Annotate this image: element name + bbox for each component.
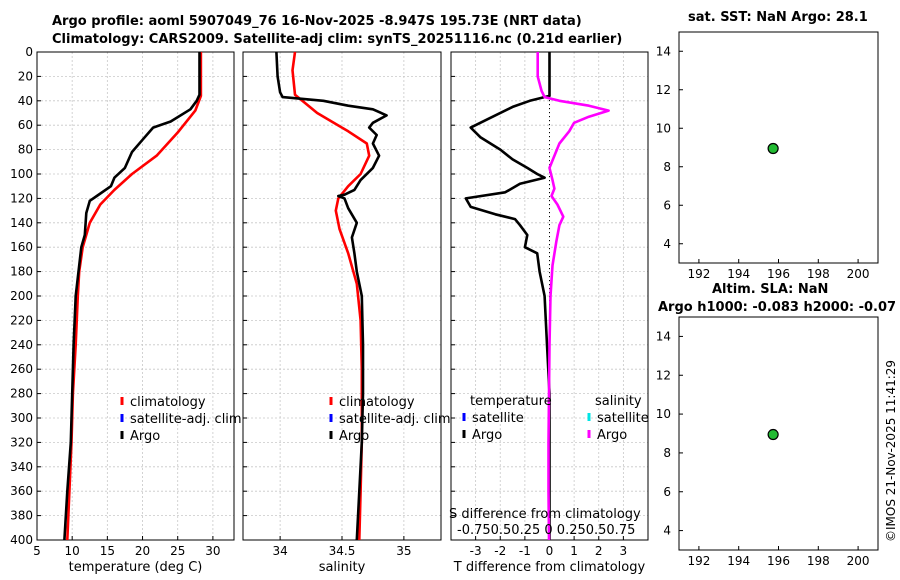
series-line-argo [275, 51, 388, 541]
diff-temperature-legend-label-0: satellite [472, 411, 524, 426]
x-tick-label-25: 25 [170, 544, 185, 558]
sla-panel-title-line2: Argo h1000: -0.083 h2000: -0.07 [658, 300, 897, 315]
y-tick-label-320: 320 [10, 435, 33, 449]
y-tick-label-260: 260 [10, 362, 33, 376]
x-tick-label-192: 192 [687, 554, 710, 568]
x-tick-label-15: 15 [100, 544, 115, 558]
legend-temperature-title: temperature [470, 394, 552, 409]
diff-temperature-legend-label-1: Argo [472, 428, 502, 443]
x-tick-label-198: 198 [807, 267, 830, 281]
x-tick-label--2: -2 [494, 544, 506, 558]
y-tick-label-4: 4 [663, 524, 671, 538]
x-axis-label-t-difference: T difference from climatology [453, 560, 646, 575]
x-tick-label-198: 198 [807, 554, 830, 568]
x-tick-label-10: 10 [65, 544, 80, 558]
y-tick-label-120: 120 [10, 191, 33, 205]
x-tick-label-20: 20 [135, 544, 150, 558]
y-tick-label-60: 60 [18, 118, 33, 132]
figure-title-line2: Climatology: CARS2009. Satellite-adj cli… [52, 32, 623, 47]
y-tick-label-4: 4 [663, 237, 671, 251]
temperature-legend-label-1: satellite-adj. clim [130, 412, 242, 427]
x-tick-label-2: 2 [595, 544, 603, 558]
y-tick-label-100: 100 [10, 167, 33, 181]
y-tick-label-10: 10 [656, 121, 671, 135]
profile-location-marker [767, 142, 779, 155]
y-tick-label-280: 280 [10, 387, 33, 401]
y-tick-label-14: 14 [656, 329, 671, 343]
legend-salinity-title: salinity [595, 394, 642, 409]
x-tick-label-200: 200 [847, 267, 870, 281]
y-tick-label-340: 340 [10, 460, 33, 474]
sst-panel-title: sat. SST: NaN Argo: 28.1 [688, 10, 868, 25]
salinity-legend-label-0: climatology [339, 395, 415, 410]
y-tick-label-180: 180 [10, 265, 33, 279]
salinity-legend-label-2: Argo [339, 429, 369, 444]
y-tick-label-40: 40 [18, 94, 33, 108]
y-tick-label-380: 380 [10, 509, 33, 523]
x-tick-label-0: 0 [546, 544, 554, 558]
y-tick-label-10: 10 [656, 407, 671, 421]
profile-location-marker [767, 428, 779, 441]
series-line-t-argo [464, 52, 551, 540]
x-tick-label-200: 200 [847, 554, 870, 568]
x-tick-label-3: 3 [620, 544, 628, 558]
x-tick-label-34: 34 [272, 544, 287, 558]
sla-panel-title-line1: Altim. SLA: NaN [712, 282, 829, 297]
x-axis-label-salinity: salinity [319, 560, 366, 575]
s-difference-tick-labels: -0.750.50.25 0 0.250.50.75 [457, 523, 635, 538]
diff-salinity-legend-label-0: satellite [597, 411, 649, 426]
x-tick-label-34.5: 34.5 [329, 544, 356, 558]
y-tick-label-140: 140 [10, 216, 33, 230]
y-tick-label-20: 20 [18, 69, 33, 83]
temperature-legend-label-0: climatology [130, 395, 206, 410]
y-tick-label-200: 200 [10, 289, 33, 303]
x-tick-label-35: 35 [396, 544, 411, 558]
axes-frame-temperature [36, 51, 235, 541]
y-tick-label-300: 300 [10, 411, 33, 425]
y-tick-label-12: 12 [656, 83, 671, 97]
diff-salinity-legend-label-1: Argo [597, 428, 627, 443]
x-tick-label--1: -1 [519, 544, 531, 558]
y-tick-label-160: 160 [10, 240, 33, 254]
y-tick-label-0: 0 [25, 45, 33, 59]
salinity-legend-label-1: satellite-adj. clim [339, 412, 451, 427]
y-tick-label-14: 14 [656, 44, 671, 58]
x-tick-label-1: 1 [570, 544, 578, 558]
y-tick-label-6: 6 [663, 198, 671, 212]
x-tick-label-194: 194 [727, 554, 750, 568]
temperature-legend-label-2: Argo [130, 429, 160, 444]
figure-title-line1: Argo profile: aoml 5907049_76 16-Nov-202… [52, 14, 582, 29]
x-tick-label-30: 30 [205, 544, 220, 558]
x-axis-label-temperature: temperature (deg C) [69, 560, 203, 575]
s-difference-axis-title: S difference from climatology [449, 507, 641, 522]
x-tick-label--3: -3 [470, 544, 482, 558]
y-tick-label-220: 220 [10, 313, 33, 327]
x-tick-label-196: 196 [767, 267, 790, 281]
y-tick-label-360: 360 [10, 484, 33, 498]
y-tick-label-400: 400 [10, 533, 33, 547]
x-tick-label-196: 196 [767, 554, 790, 568]
y-tick-label-8: 8 [663, 446, 671, 460]
y-tick-label-80: 80 [18, 143, 33, 157]
y-tick-label-8: 8 [663, 160, 671, 174]
x-tick-label-194: 194 [727, 267, 750, 281]
y-tick-label-12: 12 [656, 368, 671, 382]
series-line-argo [63, 52, 201, 541]
x-tick-label-5: 5 [33, 544, 41, 558]
y-tick-label-240: 240 [10, 338, 33, 352]
axes-frame-salinity [242, 51, 442, 541]
y-tick-label-6: 6 [663, 485, 671, 499]
x-tick-label-192: 192 [687, 267, 710, 281]
series-line-s-argo [536, 52, 610, 541]
